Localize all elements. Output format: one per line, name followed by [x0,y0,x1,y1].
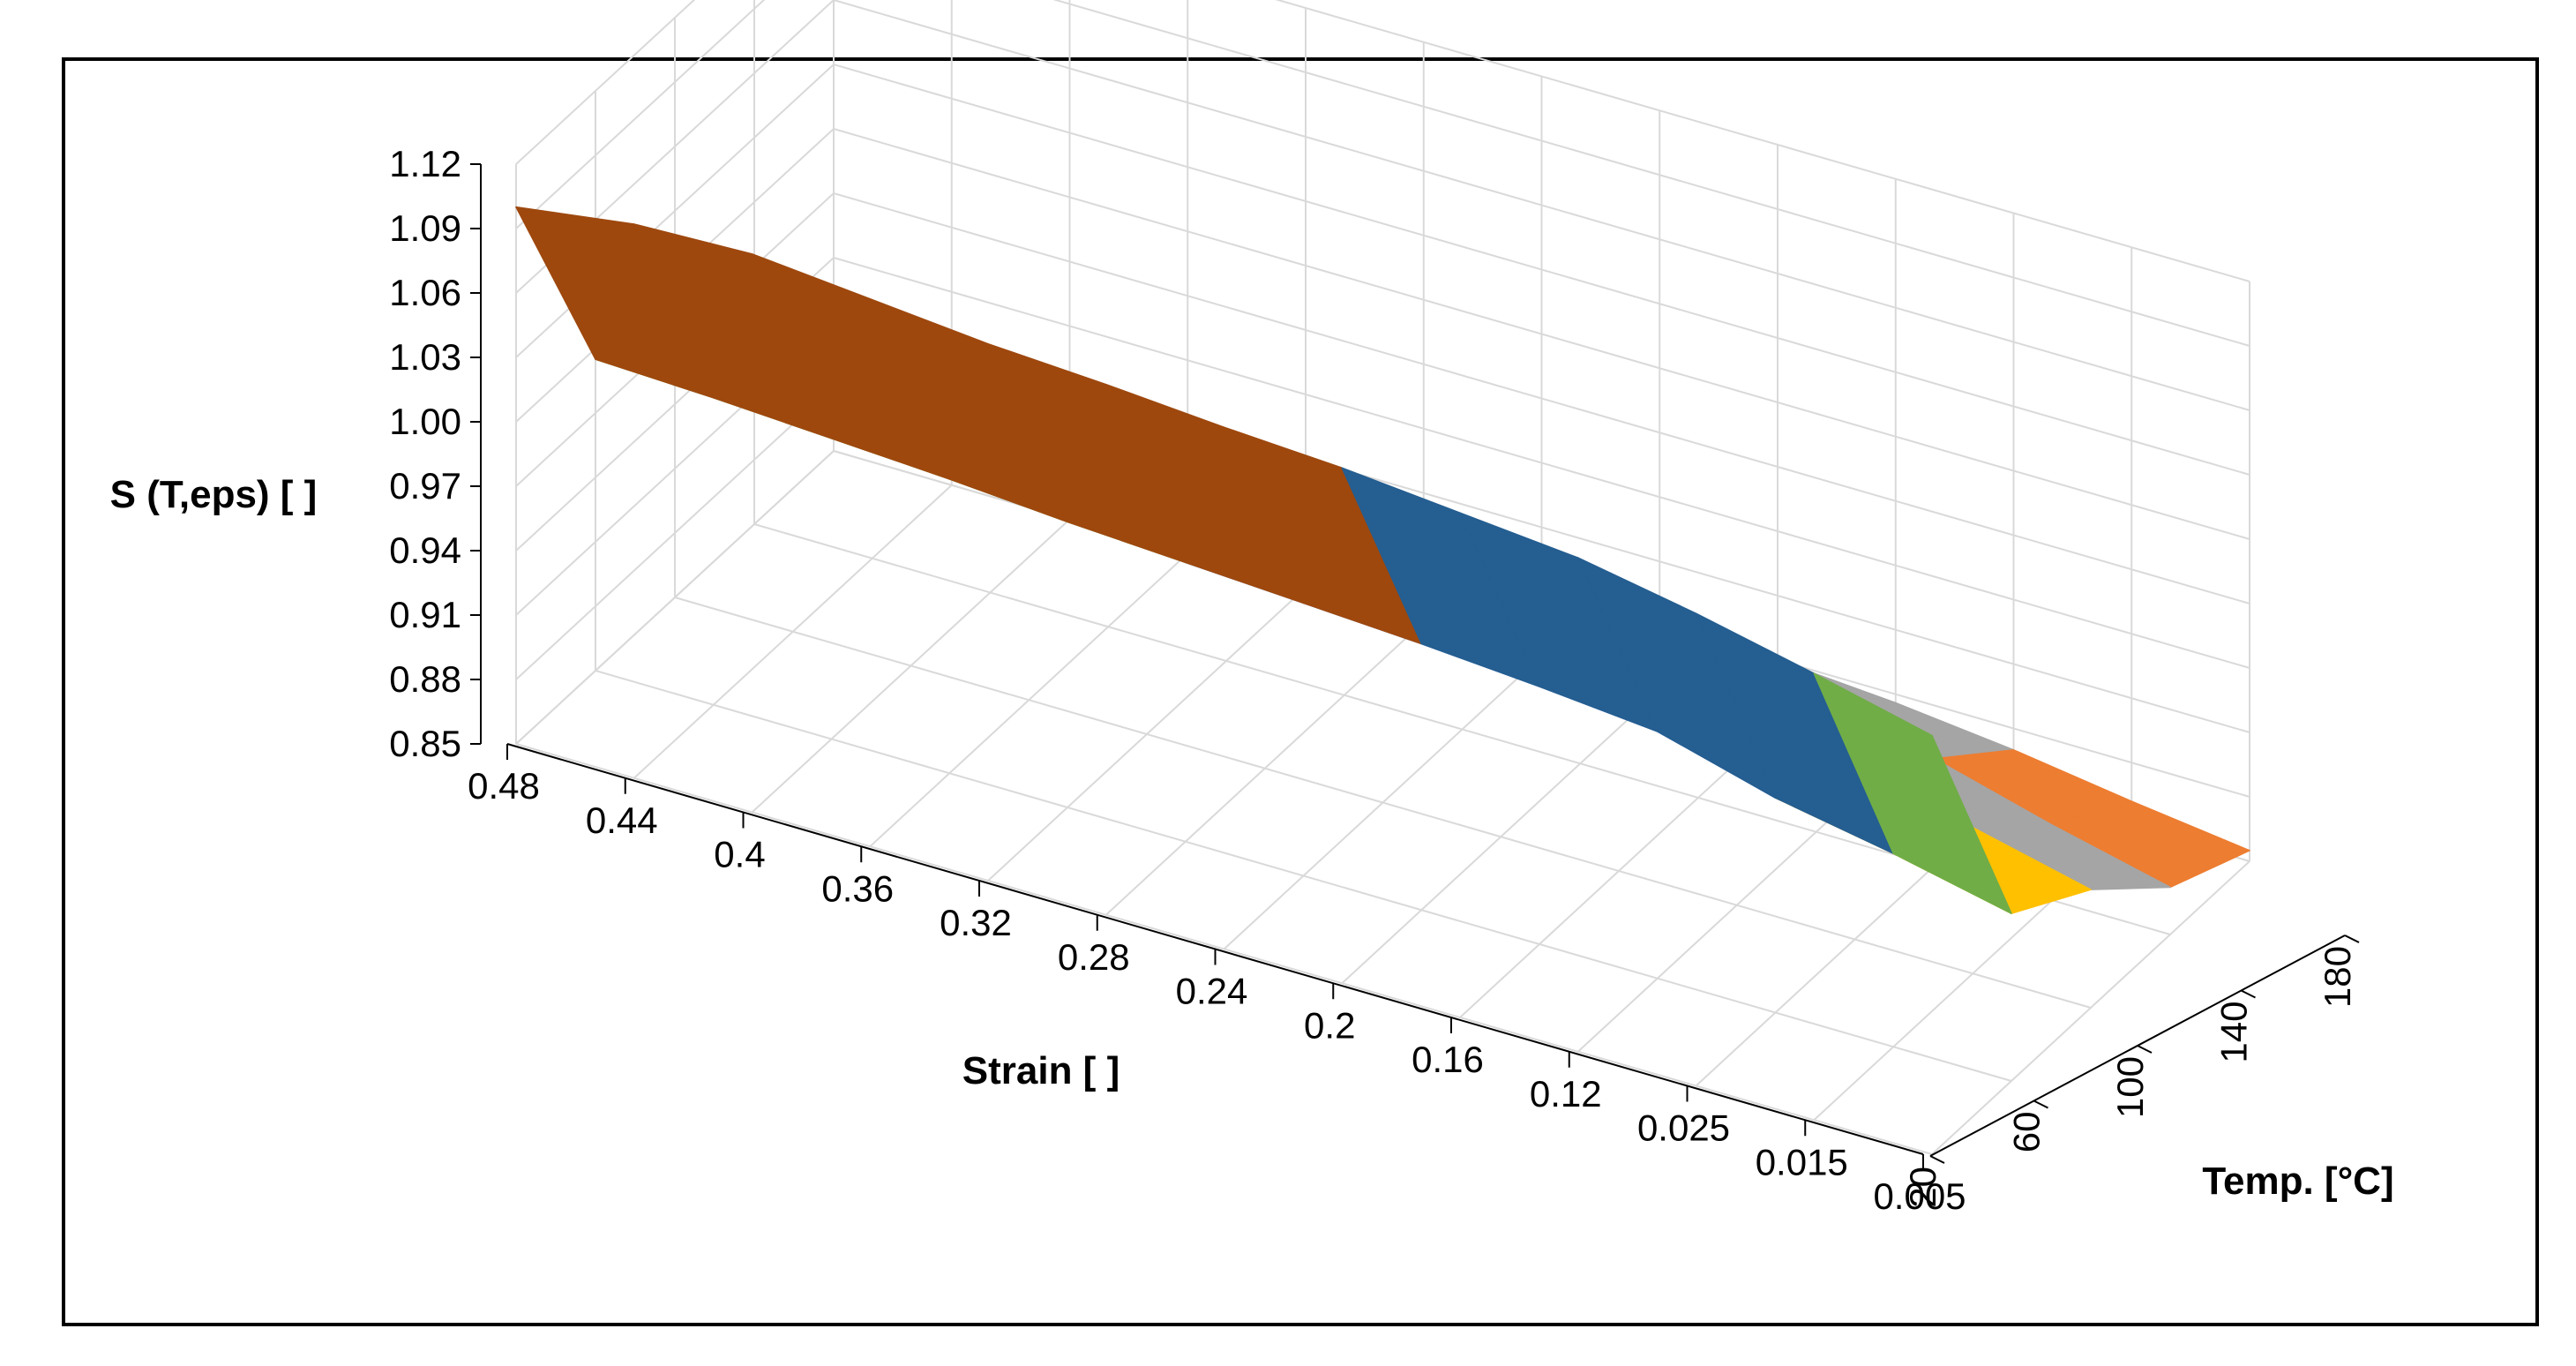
z-tick-label: 1.06 [389,272,461,313]
z-tick-label: 0.94 [389,529,461,571]
z-tick-label: 0.85 [389,723,461,764]
x-tick-label: 0.32 [940,902,1012,943]
y-axis-title: Temp. [°C] [2202,1160,2393,1203]
z-tick-label: 1.03 [389,336,461,378]
z-tick-label: 0.88 [389,658,461,700]
y-tick-label: 140 [2213,1002,2255,1063]
gridline [515,743,1933,1155]
x-tick-label: 0.4 [714,834,765,875]
chart-frame [62,57,2539,1326]
gridline [595,670,2012,1082]
y-tick-label: 100 [2109,1056,2151,1118]
z-tick-label: 1.00 [389,401,461,442]
z-tick-label: 1.09 [389,207,461,249]
y-axis-tick [1929,1155,1945,1164]
x-tick-label: 0.28 [1058,936,1130,978]
y-tick-label: 180 [2317,946,2358,1008]
gridline [515,0,2250,282]
x-tick-label: 0.015 [1756,1141,1848,1182]
surface-plot [515,206,2250,914]
z-tick-label: 0.91 [389,594,461,635]
x-tick-label: 0.2 [1304,1004,1355,1046]
y-axis-tick [2344,934,2360,943]
x-tick-label: 0.16 [1412,1039,1484,1080]
z-tick-label: 0.97 [389,465,461,507]
x-tick-label: 0.24 [1176,971,1248,1012]
y-axis-tick [2033,1100,2048,1109]
chart-axes: 0.85 0.88 0.91 0.94 0.97 1.00 1.03 1.06 1.09 1.12… [389,143,2360,1217]
x-tick-label: 0.12 [1530,1073,1602,1115]
x-tick-label: 0.48 [468,765,540,807]
y-axis-tick [2241,989,2256,999]
x-axis-title: Strain [ ] [962,1049,1120,1092]
surface-patch [1813,672,2012,914]
x-tick-label: 0.025 [1637,1107,1730,1149]
y-axis-tick [2137,1045,2153,1054]
y-tick-label: 20 [1902,1167,1943,1208]
y-tick-label: 60 [2006,1112,2048,1153]
x-tick-label: 0.36 [821,867,894,909]
x-tick-label: 0.005 [1873,1175,1966,1217]
x-tick-label: 0.44 [586,799,658,841]
gridline [674,597,2092,1009]
z-tick-label: 1.12 [389,143,461,184]
z-axis-title: S (T,eps) [ ] [110,473,318,516]
